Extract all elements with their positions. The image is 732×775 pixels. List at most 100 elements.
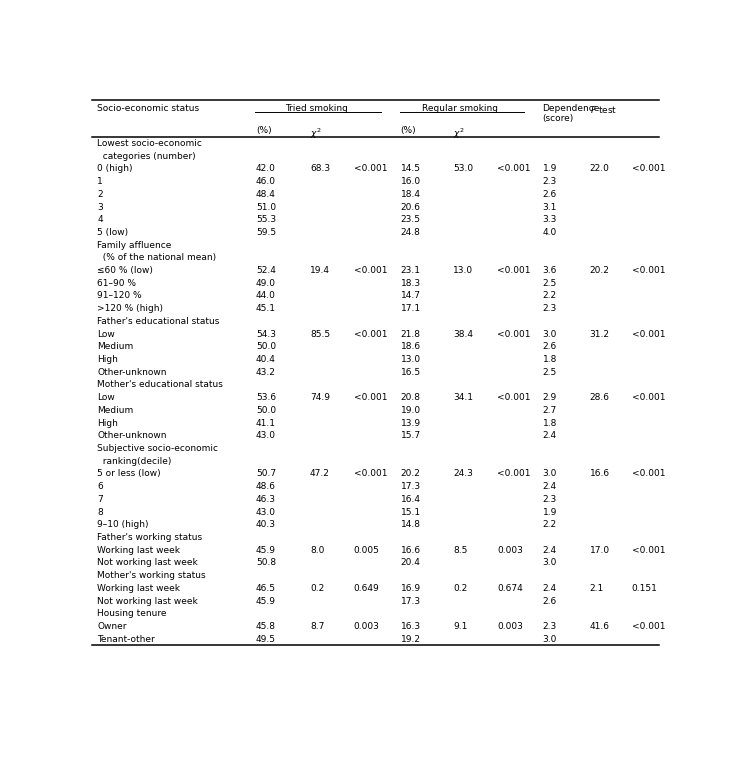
Text: Father's working status: Father's working status — [97, 533, 202, 542]
Text: 15.1: 15.1 — [400, 508, 421, 517]
Text: 43.2: 43.2 — [256, 368, 276, 377]
Text: 2.2: 2.2 — [542, 520, 556, 529]
Text: 16.6: 16.6 — [400, 546, 421, 555]
Text: 5 (low): 5 (low) — [97, 228, 128, 237]
Text: (%): (%) — [400, 126, 417, 136]
Text: 18.3: 18.3 — [400, 279, 421, 288]
Text: 1: 1 — [97, 177, 103, 186]
Text: 28.6: 28.6 — [589, 393, 610, 402]
Text: 18.4: 18.4 — [400, 190, 421, 199]
Text: Family affluence: Family affluence — [97, 240, 171, 250]
Text: 55.3: 55.3 — [256, 215, 276, 224]
Text: 8.0: 8.0 — [310, 546, 324, 555]
Text: 38.4: 38.4 — [453, 329, 474, 339]
Text: 53.0: 53.0 — [453, 164, 474, 174]
Text: 3.6: 3.6 — [542, 266, 557, 275]
Text: 2.6: 2.6 — [542, 597, 557, 605]
Text: Working last week: Working last week — [97, 546, 180, 555]
Text: 91–120 %: 91–120 % — [97, 291, 142, 301]
Text: 1.9: 1.9 — [542, 164, 557, 174]
Text: Working last week: Working last week — [97, 584, 180, 593]
Text: 50.0: 50.0 — [256, 343, 276, 351]
Text: 20.6: 20.6 — [400, 202, 421, 212]
Text: 3.1: 3.1 — [542, 202, 557, 212]
Text: 16.4: 16.4 — [400, 495, 421, 504]
Text: 51.0: 51.0 — [256, 202, 276, 212]
Text: 2.4: 2.4 — [542, 584, 556, 593]
Text: 40.4: 40.4 — [256, 355, 276, 364]
Text: (%): (%) — [256, 126, 272, 136]
Text: <0.001: <0.001 — [632, 329, 665, 339]
Text: 22.0: 22.0 — [589, 164, 610, 174]
Text: Medium: Medium — [97, 343, 133, 351]
Text: <0.001: <0.001 — [354, 164, 387, 174]
Text: 23.1: 23.1 — [400, 266, 421, 275]
Text: 46.3: 46.3 — [256, 495, 276, 504]
Text: 45.8: 45.8 — [256, 622, 276, 631]
Text: 34.1: 34.1 — [453, 393, 474, 402]
Text: 0.2: 0.2 — [310, 584, 324, 593]
Text: Tried smoking: Tried smoking — [285, 104, 348, 112]
Text: 42.0: 42.0 — [256, 164, 276, 174]
Text: 2.4: 2.4 — [542, 546, 556, 555]
Text: $\chi^2$: $\chi^2$ — [453, 126, 465, 141]
Text: 16.0: 16.0 — [400, 177, 421, 186]
Text: <0.001: <0.001 — [497, 164, 531, 174]
Text: <0.001: <0.001 — [632, 622, 665, 631]
Text: 0.674: 0.674 — [497, 584, 523, 593]
Text: 14.7: 14.7 — [400, 291, 421, 301]
Text: ranking(decile): ranking(decile) — [97, 456, 171, 466]
Text: 50.8: 50.8 — [256, 559, 276, 567]
Text: Tenant-other: Tenant-other — [97, 635, 155, 644]
Text: 17.3: 17.3 — [400, 482, 421, 491]
Text: 50.7: 50.7 — [256, 470, 276, 478]
Text: 8.7: 8.7 — [310, 622, 324, 631]
Text: (% of the national mean): (% of the national mean) — [97, 253, 216, 263]
Text: 3.0: 3.0 — [542, 329, 557, 339]
Text: Other-unknown: Other-unknown — [97, 368, 167, 377]
Text: 14.5: 14.5 — [400, 164, 421, 174]
Text: Mother's working status: Mother's working status — [97, 571, 206, 580]
Text: 54.3: 54.3 — [256, 329, 276, 339]
Text: <0.001: <0.001 — [632, 470, 665, 478]
Text: Other-unknown: Other-unknown — [97, 432, 167, 440]
Text: <0.001: <0.001 — [354, 393, 387, 402]
Text: 46.5: 46.5 — [256, 584, 276, 593]
Text: 20.4: 20.4 — [400, 559, 421, 567]
Text: 45.9: 45.9 — [256, 546, 276, 555]
Text: <0.001: <0.001 — [632, 164, 665, 174]
Text: 2.3: 2.3 — [542, 622, 557, 631]
Text: 41.6: 41.6 — [589, 622, 610, 631]
Text: Regular smoking: Regular smoking — [422, 104, 498, 112]
Text: 17.1: 17.1 — [400, 305, 421, 313]
Text: 44.0: 44.0 — [256, 291, 276, 301]
Text: 0.005: 0.005 — [354, 546, 379, 555]
Text: 45.9: 45.9 — [256, 597, 276, 605]
Text: 9–10 (high): 9–10 (high) — [97, 520, 149, 529]
Text: 16.3: 16.3 — [400, 622, 421, 631]
Text: Mother's educational status: Mother's educational status — [97, 381, 223, 390]
Text: 13.0: 13.0 — [400, 355, 421, 364]
Text: 2.2: 2.2 — [542, 291, 556, 301]
Text: 2.5: 2.5 — [542, 279, 557, 288]
Text: 43.0: 43.0 — [256, 508, 276, 517]
Text: <0.001: <0.001 — [632, 546, 665, 555]
Text: 24.8: 24.8 — [400, 228, 421, 237]
Text: 2: 2 — [97, 190, 102, 199]
Text: $F$ test: $F$ test — [589, 104, 617, 115]
Text: 0.151: 0.151 — [632, 584, 657, 593]
Text: 2.6: 2.6 — [542, 190, 557, 199]
Text: 3.0: 3.0 — [542, 635, 557, 644]
Text: Lowest socio-economic: Lowest socio-economic — [97, 139, 202, 148]
Text: 24.3: 24.3 — [453, 470, 474, 478]
Text: ≤60 % (low): ≤60 % (low) — [97, 266, 153, 275]
Text: 0 (high): 0 (high) — [97, 164, 132, 174]
Text: 2.7: 2.7 — [542, 406, 557, 415]
Text: 1.9: 1.9 — [542, 508, 557, 517]
Text: 13.0: 13.0 — [453, 266, 474, 275]
Text: Low: Low — [97, 329, 115, 339]
Text: 20.2: 20.2 — [589, 266, 610, 275]
Text: 16.5: 16.5 — [400, 368, 421, 377]
Text: <0.001: <0.001 — [354, 266, 387, 275]
Text: 3: 3 — [97, 202, 103, 212]
